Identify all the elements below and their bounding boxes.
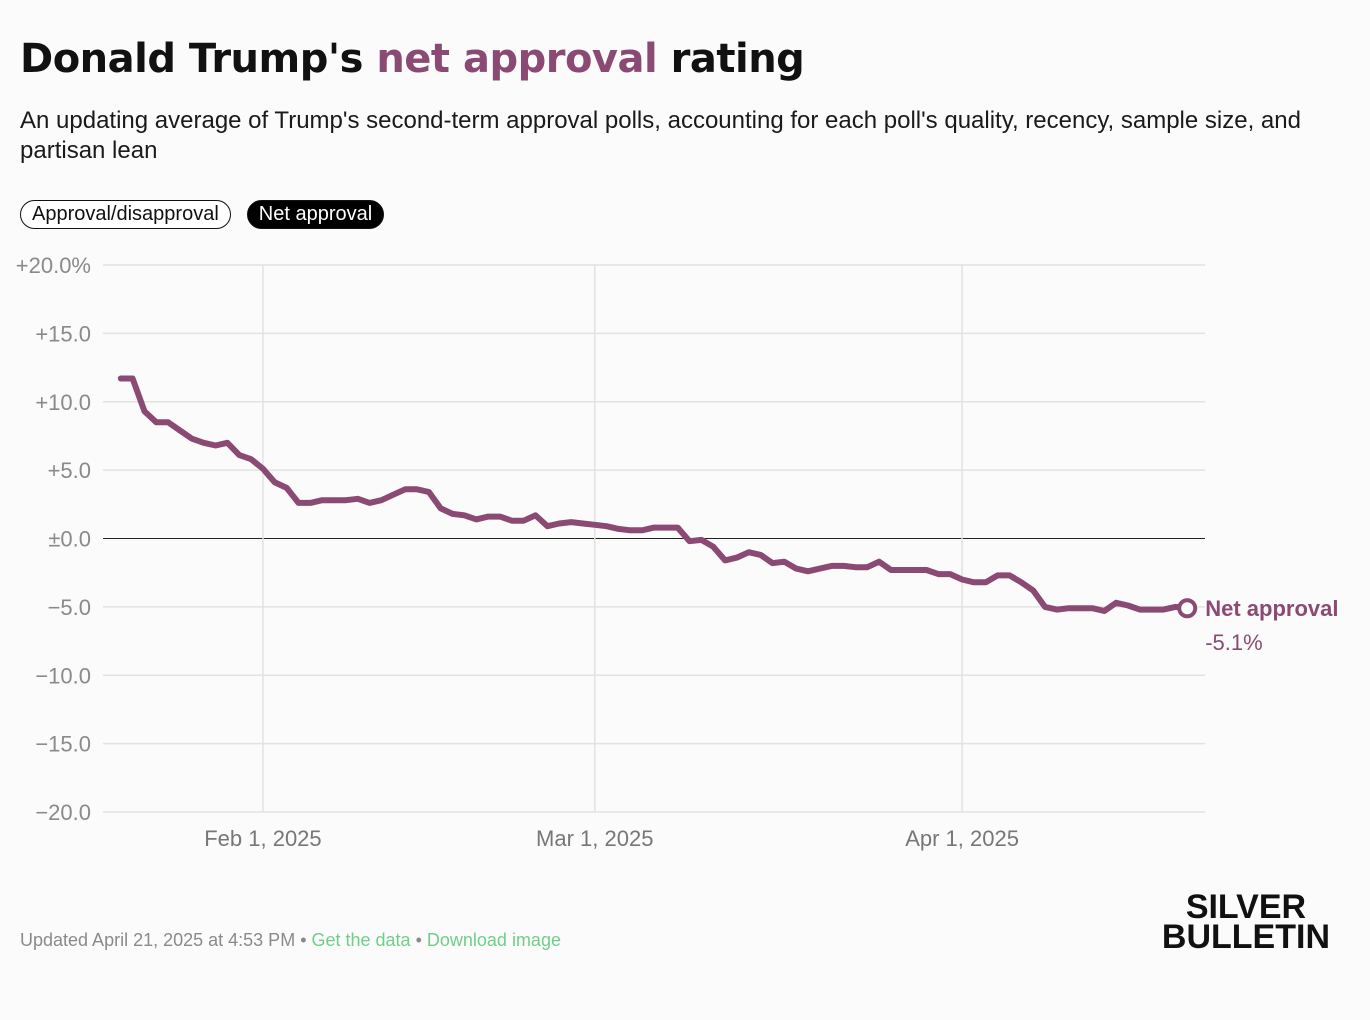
silver-bulletin-logo: SILVER BULLETIN (1161, 888, 1330, 956)
download-image-link[interactable]: Download image (426, 930, 561, 950)
net-approval-line (117, 375, 1191, 614)
y-tick-label: −5.0 (48, 595, 91, 620)
title-part-1: Donald Trump's (20, 36, 377, 82)
y-tick-label: −15.0 (35, 732, 91, 757)
y-tick-label: −20.0 (35, 800, 91, 825)
view-toggle-group: Approval/disapproval Net approval (20, 200, 385, 229)
y-tick-label: ±0.0 (48, 527, 91, 552)
logo-line-2: BULLETIN (1161, 918, 1330, 956)
y-tick-label: +20.0% (16, 253, 91, 278)
footer: Updated April 21, 2025 at 4:53 PM • Get … (20, 930, 561, 951)
y-tick-label: +5.0 (48, 458, 91, 483)
footer-separator: • (410, 930, 427, 950)
y-tick-label: +10.0 (35, 390, 91, 415)
x-tick-label: Feb 1, 2025 (204, 826, 321, 851)
y-tick-label: −10.0 (35, 663, 91, 688)
footer-separator: • (295, 930, 312, 950)
logo-line-1: SILVER (1185, 888, 1307, 926)
get-data-link[interactable]: Get the data (311, 930, 411, 950)
x-tick-label: Mar 1, 2025 (536, 826, 653, 851)
title-accent: net approval (376, 36, 658, 82)
title-part-2: rating (657, 36, 805, 82)
series-end-value: -5.1% (1205, 630, 1262, 655)
x-tick-label: Apr 1, 2025 (905, 826, 1019, 851)
end-point-marker (1177, 598, 1198, 619)
series-end-label: Net approval (1205, 596, 1338, 621)
approval-disapproval-toggle[interactable]: Approval/disapproval (20, 200, 231, 229)
updated-timestamp: Updated April 21, 2025 at 4:53 PM (20, 930, 296, 950)
y-tick-label: +15.0 (35, 321, 91, 346)
net-approval-chart: +20.0% +15.0 +10.0 +5.0 ±0.0 −5.0 −10.0 −15.0 −2… (16, 253, 1339, 851)
net-approval-toggle[interactable]: Net approval (246, 200, 385, 229)
chart-subtitle: An updating average of Trump's second-te… (20, 107, 1301, 164)
chart-title: Donald Trump's net approval rating (20, 36, 805, 82)
